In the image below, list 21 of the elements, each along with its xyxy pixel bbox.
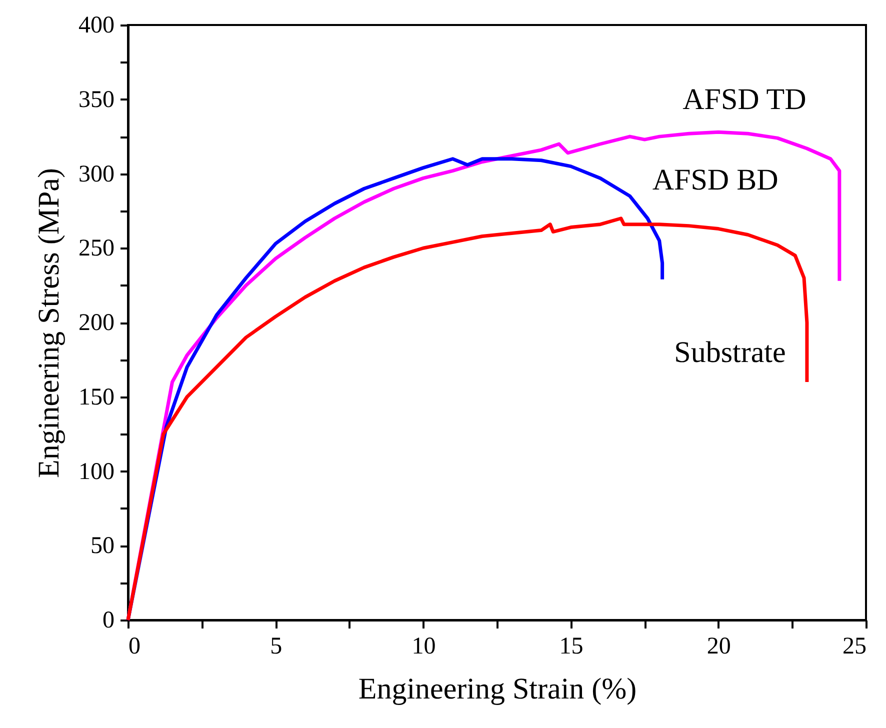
series-label: AFSD TD	[682, 82, 806, 116]
x-tick-label: 0	[128, 634, 140, 660]
y-tick-label: 250	[78, 236, 114, 262]
y-tick-label: 0	[102, 608, 114, 634]
x-tick-label: 20	[706, 634, 731, 660]
series-label: Substrate	[674, 336, 786, 369]
series-label: AFSD BD	[652, 163, 778, 196]
x-tick-label: 5	[270, 634, 282, 660]
x-tick-label: 25	[842, 634, 866, 660]
y-tick-label: 100	[78, 458, 114, 485]
x-axis-title: Engineering Strain (%)	[358, 672, 637, 706]
y-tick-label: 50	[90, 533, 114, 560]
y-tick-label: 300	[78, 161, 114, 188]
y-axis-title: Engineering Stress (MPa)	[32, 168, 66, 478]
line-series	[126, 216, 809, 622]
y-tick-label: 400	[78, 12, 114, 38]
x-tick-label: 10	[412, 634, 436, 660]
y-tick-label: 150	[78, 384, 114, 410]
y-tick-label: 350	[78, 86, 114, 113]
y-tick-label: 200	[78, 310, 114, 336]
x-tick-label: 15	[559, 634, 584, 660]
